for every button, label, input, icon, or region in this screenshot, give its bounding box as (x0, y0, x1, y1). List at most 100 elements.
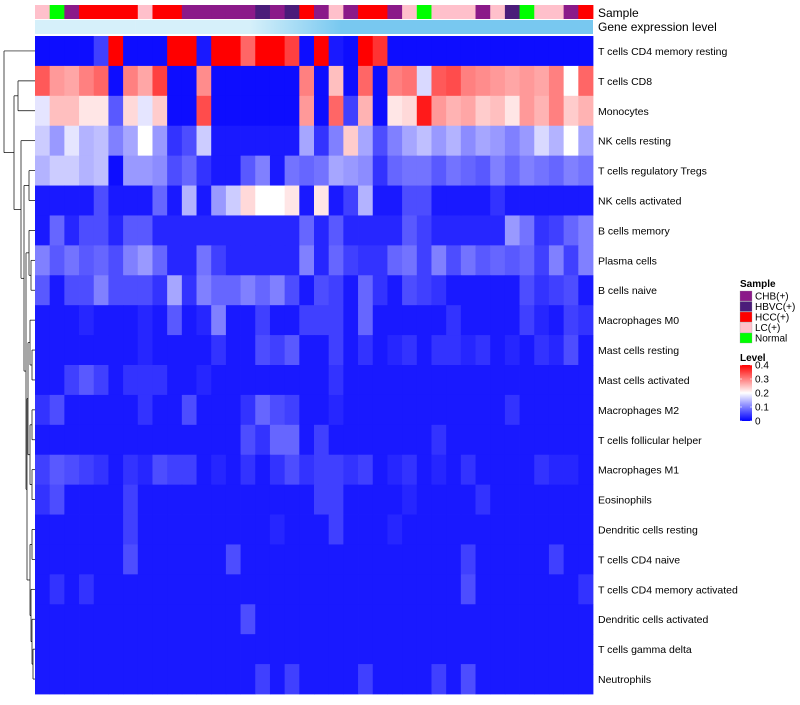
heatmap-cell (475, 604, 491, 635)
heatmap-cell (416, 365, 432, 396)
heatmap-cell (402, 245, 418, 276)
heatmap-cell (269, 574, 286, 605)
heatmap-cell (211, 36, 227, 67)
heatmap-cell (79, 424, 95, 456)
heatmap-cell (284, 215, 300, 246)
heatmap-cell (372, 544, 388, 575)
heatmap-cell (314, 424, 330, 456)
heatmap-cell (372, 634, 388, 665)
heatmap-cell (196, 335, 212, 366)
heatmap-cell (460, 155, 476, 186)
heatmap-cell (123, 215, 139, 246)
heatmap-cell (314, 185, 330, 216)
heatmap-cell (284, 424, 300, 456)
heatmap-cell (431, 245, 447, 276)
heatmap-cell (137, 36, 153, 67)
heatmap-cell (196, 454, 212, 486)
heatmap-cell (269, 544, 286, 575)
heatmap-cell (416, 544, 432, 575)
heatmap-cell (108, 275, 124, 306)
heatmap-cell (152, 454, 168, 486)
heatmap-cell (167, 664, 183, 695)
heatmap-cell (108, 155, 124, 186)
heatmap-cell (269, 514, 286, 545)
heatmap-cell (93, 664, 109, 695)
sample-legend-label: Normal (755, 334, 787, 345)
heatmap-cell (240, 155, 256, 186)
heatmap-cell (416, 125, 432, 157)
heatmap-cell (240, 604, 256, 635)
heatmap-cell (446, 365, 462, 396)
sample-annotation-cell (64, 5, 80, 19)
heatmap-cell (431, 454, 447, 486)
heatmap-cell (548, 335, 565, 366)
heatmap-cell (504, 335, 520, 366)
heatmap-cell (578, 305, 594, 336)
heatmap-cell (343, 155, 359, 186)
heatmap-cell (314, 125, 330, 157)
heatmap-cell (211, 365, 227, 396)
heatmap-cell (475, 305, 491, 336)
heatmap-cell (504, 574, 520, 605)
row-label: Dendritic cells activated (598, 614, 708, 626)
heatmap-cell (196, 544, 212, 575)
heatmap-cell (123, 335, 139, 366)
heatmap-cell (123, 484, 139, 515)
heatmap-cell (299, 424, 315, 456)
heatmap-cell (167, 335, 183, 366)
heatmap-cell (225, 574, 241, 605)
heatmap-cell (578, 155, 594, 186)
heatmap-cell (387, 604, 403, 635)
heatmap-cell (299, 335, 315, 366)
heatmap-cell (578, 514, 594, 545)
heatmap-cell (108, 394, 124, 426)
heatmap-cell (49, 36, 65, 67)
heatmap-cell (328, 275, 344, 306)
heatmap-cell (446, 664, 462, 695)
heatmap-cell (358, 544, 374, 575)
heatmap-cell (358, 65, 374, 97)
heatmap-cell (328, 454, 344, 486)
heatmap-cell (402, 604, 418, 635)
heatmap-cell (387, 574, 403, 605)
heatmap-cell (284, 185, 300, 216)
heatmap-cell (152, 95, 168, 127)
heatmap-cell (49, 604, 65, 635)
heatmap-cell (152, 185, 168, 216)
heatmap-cell (108, 185, 124, 216)
heatmap-cell (284, 664, 300, 695)
heatmap-cell (534, 305, 550, 336)
heatmap-cell (343, 544, 359, 575)
heatmap-cell (578, 365, 594, 396)
heatmap-cell (314, 544, 330, 575)
heatmap-cell (167, 365, 183, 396)
heatmap-cell (402, 65, 418, 97)
heatmap-cell (387, 305, 403, 336)
heatmap-cell (240, 394, 256, 426)
heatmap-cell (519, 305, 535, 336)
heatmap-cell (79, 275, 95, 306)
sample-legend-swatch (739, 322, 753, 333)
heatmap-cell (240, 664, 256, 695)
heatmap-cell (387, 275, 403, 306)
heatmap-cell (240, 95, 256, 127)
heatmap-cell (181, 36, 197, 67)
heatmap-cell (402, 634, 418, 665)
heatmap-cell (49, 335, 65, 366)
sample-annotation-cell (35, 5, 51, 19)
heatmap-cell (504, 125, 520, 157)
row-dendrogram (3, 50, 35, 680)
row-label: Monocytes (598, 106, 649, 118)
heatmap-cell (79, 604, 95, 635)
heatmap-cell (123, 514, 139, 545)
heatmap-cell (372, 574, 388, 605)
heatmap-cell (93, 155, 109, 186)
heatmap-cell (137, 215, 153, 246)
heatmap-cell (490, 604, 506, 635)
heatmap-cell (548, 604, 565, 635)
sample-annotation-label: Sample (598, 6, 639, 20)
heatmap-cell (475, 574, 491, 605)
heatmap-cell (372, 454, 388, 486)
heatmap-cell (343, 514, 359, 545)
heatmap-cell (548, 275, 565, 306)
